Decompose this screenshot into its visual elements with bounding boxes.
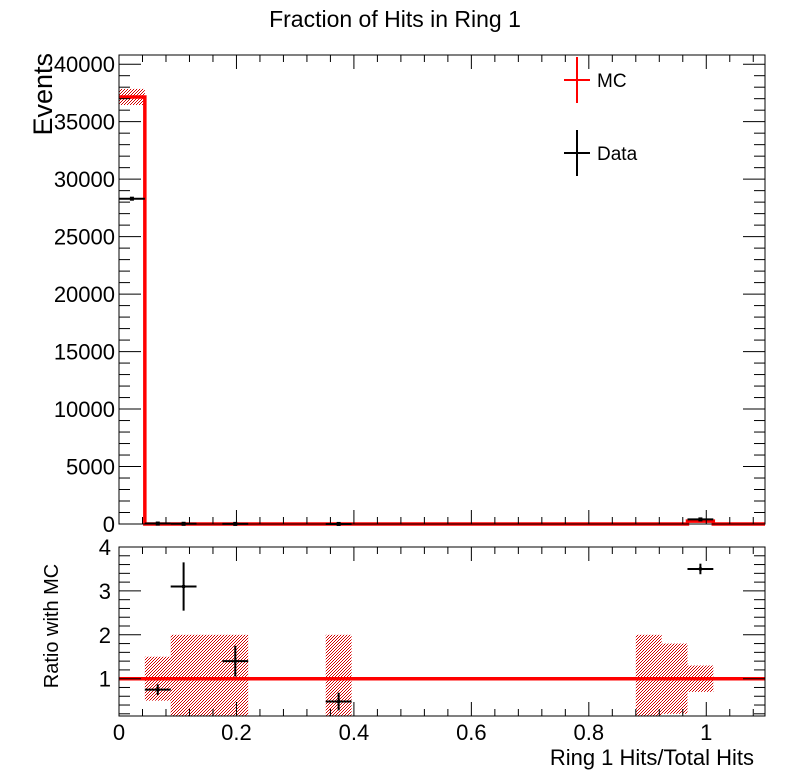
data-point (129, 196, 134, 201)
y-tick-label-ratio: 4 (99, 535, 111, 560)
y-tick-label-top: 30000 (54, 167, 115, 192)
top-plot-frame (118, 54, 766, 525)
chart-title: Fraction of Hits in Ring 1 (269, 6, 521, 32)
y-tick-label-top: 25000 (54, 225, 115, 250)
y-tick-label-top: 10000 (54, 397, 115, 422)
ratio-point (182, 585, 186, 589)
x-tick-label: 0.4 (339, 720, 370, 745)
ratio-point (337, 700, 341, 704)
data-point (698, 517, 703, 522)
legend-label: MC (597, 71, 627, 92)
legend: MC Data (564, 57, 638, 176)
legend-label: Data (597, 144, 638, 165)
y-axis-label-top: Events (28, 53, 58, 136)
ratio-point (233, 659, 237, 663)
ratio-mc-uncertainty-band (635, 634, 662, 716)
x-tick-label: 0.6 (456, 720, 487, 745)
top-panel: 0 5000 10000 15000 20000 25000 30000 35000 40000 (54, 52, 766, 537)
ratio-point (698, 567, 702, 571)
ratio-plot-frame (118, 546, 766, 717)
ratio-point (156, 688, 160, 692)
x-axis-label: Ring 1 Hits/Total Hits (550, 745, 754, 770)
mc-histogram-line (119, 95, 765, 526)
x-tick-label: 0.8 (574, 720, 605, 745)
y-tick-label-top: 15000 (54, 340, 115, 365)
y-axis-label-bottom: Ratio with MC (41, 564, 63, 688)
y-tick-label-top: 40000 (54, 52, 115, 77)
y-tick-label-top: 20000 (54, 282, 115, 307)
x-tick-label: 0.2 (221, 720, 252, 745)
y-tick-label-top: 5000 (66, 455, 115, 480)
x-tick-label: 0 (113, 720, 125, 745)
y-tick-label-top: 35000 (54, 110, 115, 135)
x-tick-label: 1 (700, 720, 712, 745)
ratio-panel: 1 2 3 4 0 0.2 0.4 0.6 0.8 1 (99, 535, 766, 745)
y-tick-label-ratio: 2 (99, 623, 111, 648)
y-tick-label-ratio: 3 (99, 579, 111, 604)
y-tick-label-ratio: 1 (99, 667, 111, 692)
y-tick-label-top: 0 (103, 512, 115, 537)
